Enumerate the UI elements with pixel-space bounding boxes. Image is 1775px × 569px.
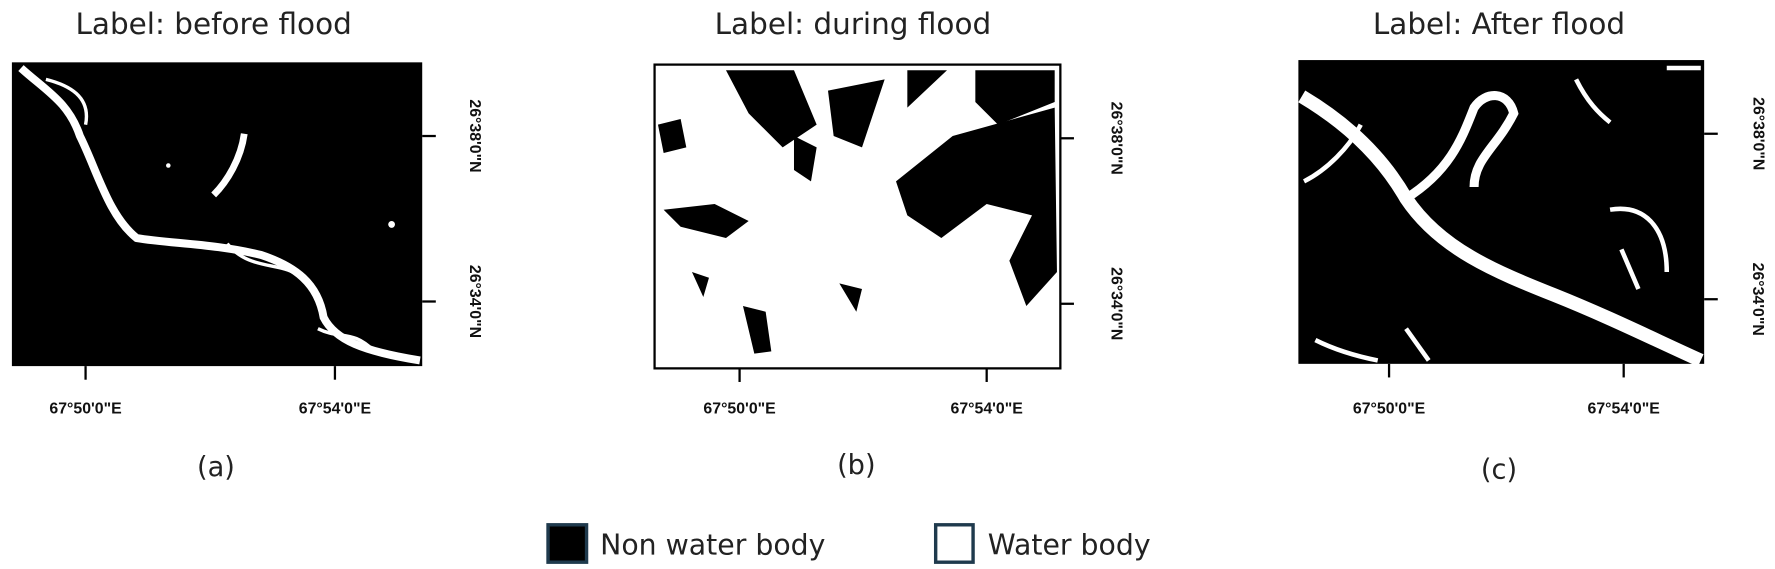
panel-caption: (c) <box>1481 454 1517 485</box>
panel-title: Label: during flood <box>715 7 992 41</box>
x-tick-label: 67°54'0"E <box>951 401 1023 418</box>
map-a <box>11 62 423 367</box>
x-tick-label: 67°50'0"E <box>703 401 775 418</box>
y-tick-label: 26°34'0"N <box>1108 267 1125 340</box>
x-tick-label: 67°54'0"E <box>1588 401 1660 418</box>
legend-label: Non water body <box>600 528 825 561</box>
map-b <box>653 63 1062 370</box>
y-tick-label: 26°38'0"N <box>466 99 483 172</box>
x-tick-label: 67°50'0"E <box>49 401 121 418</box>
panel-caption: (b) <box>837 450 875 481</box>
y-tick-label: 26°34'0"N <box>1749 263 1766 336</box>
y-tick-label: 26°38'0"N <box>1749 97 1766 170</box>
x-tick-label: 67°54'0"E <box>299 401 371 418</box>
y-tick-label: 26°34'0"N <box>466 265 483 338</box>
y-tick-label: 26°38'0"N <box>1108 102 1125 175</box>
panel-title: Label: After flood <box>1373 7 1625 41</box>
map-c <box>1298 60 1705 367</box>
x-tick-label: 67°50'0"E <box>1353 401 1425 418</box>
legend-swatch <box>933 523 975 564</box>
legend-label: Water body <box>988 528 1151 561</box>
panel-caption: (a) <box>197 452 235 483</box>
panel-title: Label: before flood <box>75 7 351 41</box>
legend-swatch <box>546 523 589 564</box>
